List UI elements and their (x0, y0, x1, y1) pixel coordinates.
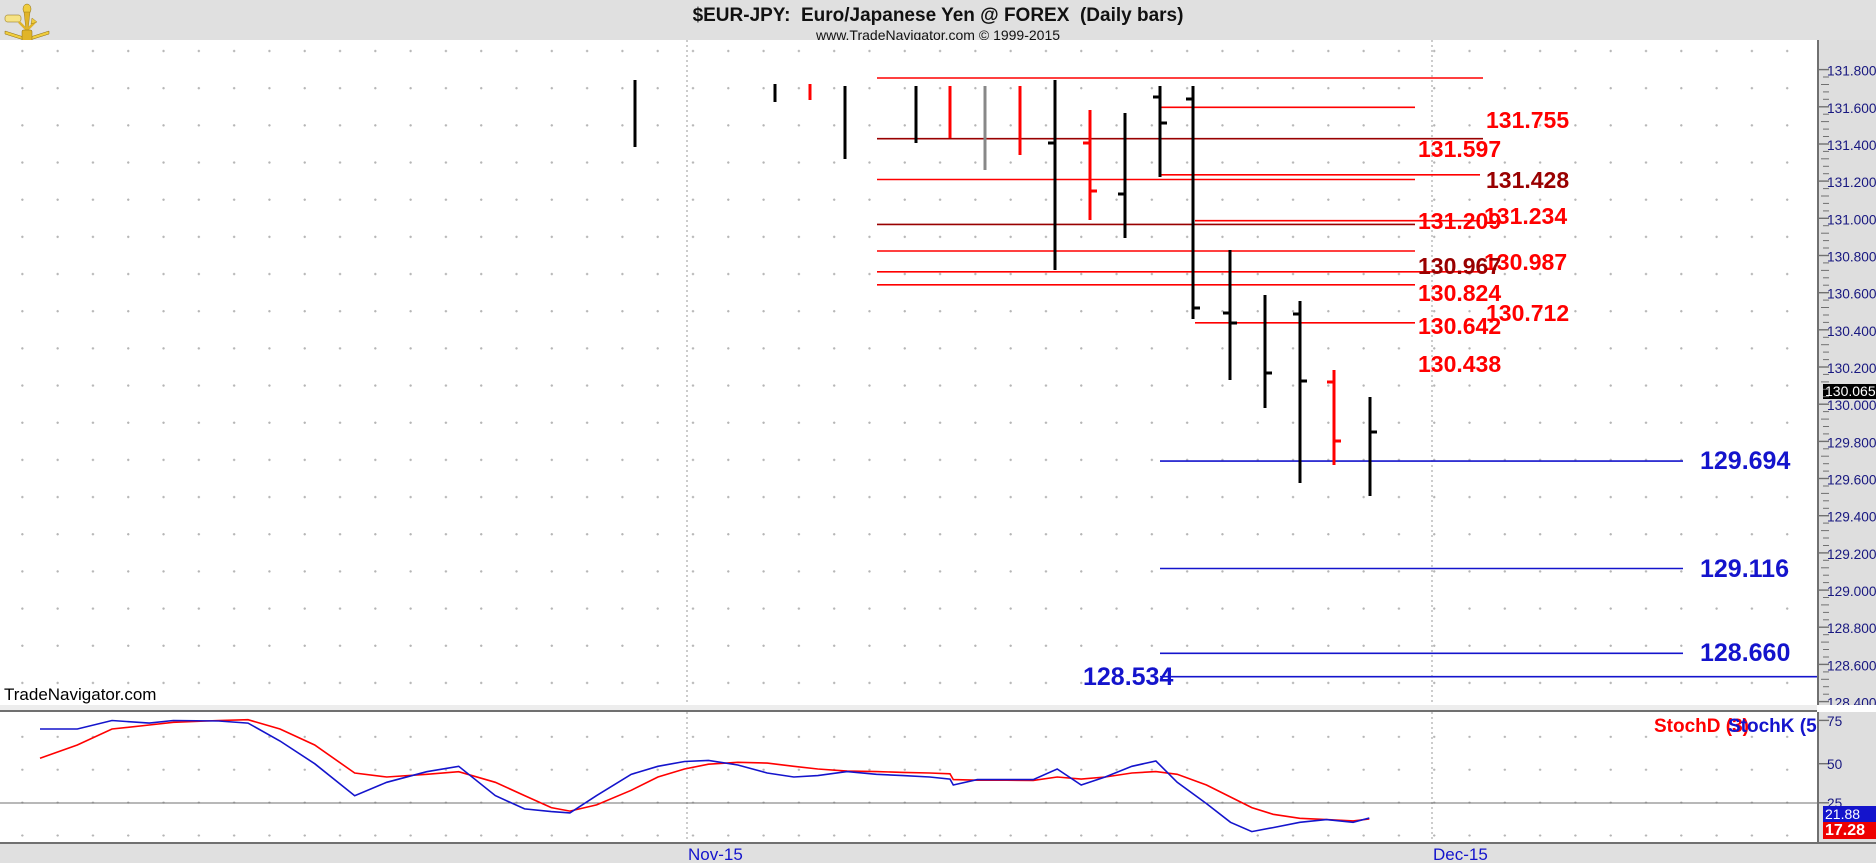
svg-text:129.600: 129.600 (1827, 473, 1876, 488)
svg-text:129.800: 129.800 (1827, 435, 1876, 450)
svg-text:130.000: 130.000 (1827, 398, 1876, 413)
svg-text:75: 75 (1827, 714, 1843, 729)
svg-text:129.400: 129.400 (1827, 510, 1876, 525)
svg-text:129.200: 129.200 (1827, 547, 1876, 562)
svg-text:131.600: 131.600 (1827, 101, 1876, 116)
svg-text:50: 50 (1827, 757, 1843, 772)
svg-text:StochK (5,3): StochK (5,3) (1728, 716, 1817, 737)
svg-text:128.800: 128.800 (1827, 621, 1876, 636)
svg-text:130.200: 130.200 (1827, 361, 1876, 376)
svg-text:131.200: 131.200 (1827, 175, 1876, 190)
svg-text:131.400: 131.400 (1827, 138, 1876, 153)
svg-text:128.600: 128.600 (1827, 658, 1876, 673)
svg-text:130.400: 130.400 (1827, 324, 1876, 339)
svg-text:131.000: 131.000 (1827, 212, 1876, 227)
svg-text:130.800: 130.800 (1827, 250, 1876, 265)
svg-text:130.600: 130.600 (1827, 287, 1876, 302)
svg-text:131.800: 131.800 (1827, 64, 1876, 79)
svg-text:129.000: 129.000 (1827, 584, 1876, 599)
svg-text:128.400: 128.400 (1827, 696, 1876, 705)
